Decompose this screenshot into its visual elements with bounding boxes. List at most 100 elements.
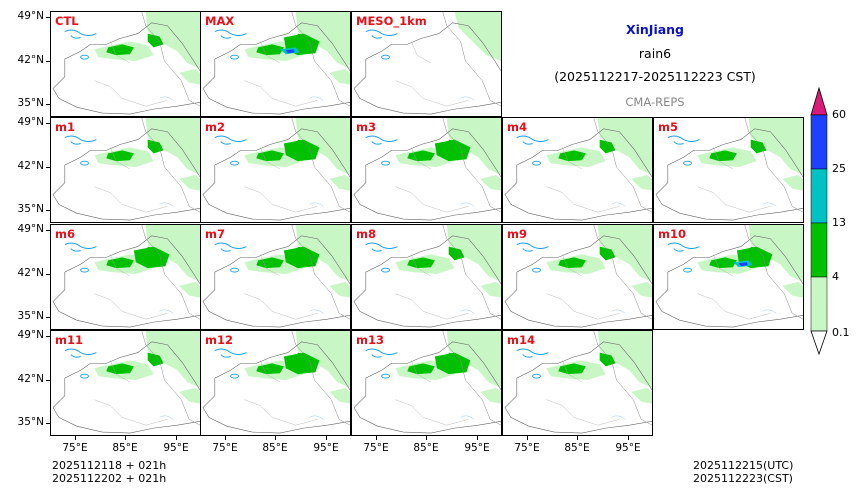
lat-tick [46,17,50,18]
system-title: CMA-REPS [625,95,685,109]
rain-moderate-area [558,363,586,375]
lake [365,135,398,145]
province-border [546,147,620,213]
rain-light-area [145,331,200,388]
lat-tick [46,104,50,105]
lake [80,373,89,379]
rain-moderate-area [133,246,170,269]
panel-label: m12 [205,333,233,347]
province-border [94,147,168,213]
panel-label: m10 [658,227,686,241]
rain-moderate-area [750,139,767,154]
rain-light-area [295,12,350,69]
region-border [202,235,350,302]
region-border [504,128,652,195]
panel-label: m6 [55,227,75,241]
colorbar-label-60: 60 [832,108,846,121]
region-border [52,22,200,89]
river [309,96,324,101]
rain-moderate-area [709,150,737,162]
lake [64,242,97,252]
lon-label: 75°E [514,442,540,454]
colorbar-label-25: 25 [832,162,846,175]
region-border [52,301,200,328]
panel-meso-1km: MESO_1km [351,11,502,117]
rain-light-area [748,118,803,175]
map-canvas [202,331,350,434]
rain-moderate-area [283,139,320,162]
rain-moderate-area [558,150,586,162]
rain-moderate-area [106,363,134,375]
river [762,309,777,314]
region-border [202,301,350,328]
rain-moderate-area [448,246,465,261]
panel-label: m3 [356,120,376,134]
province-border [291,225,350,320]
lat-label: 42°N [17,373,44,385]
region-border [52,194,200,221]
rain-moderate-area [407,150,435,162]
rain-light-area [295,225,350,282]
region-border [504,407,652,434]
river [159,96,174,101]
region-border [655,235,803,302]
region-border [655,128,803,195]
province-border [395,41,469,107]
lake [532,267,541,273]
province-border [141,118,200,213]
region-border [655,194,803,221]
map-canvas [655,118,803,221]
lon-tick [577,436,578,440]
map-canvas [52,118,200,221]
province-border [546,254,620,320]
rain-very-heavy-area [738,262,748,267]
region-border [353,341,501,408]
lake [516,348,549,358]
province-border [697,254,771,320]
panel-label: MESO_1km [356,14,427,28]
province-border [442,12,501,107]
lake [365,29,398,39]
colorbar-label-0.1: 0.1 [832,326,850,339]
province-border [94,360,168,426]
province-border [291,331,350,426]
lake [64,135,97,145]
lat-tick [46,274,50,275]
rain-light-area [179,174,200,191]
lat-tick [46,336,50,337]
lon-label: 95°E [615,442,641,454]
map-canvas [353,118,501,221]
rain-light-area [748,225,803,282]
lon-tick [326,436,327,440]
lat-label: 49°N [17,116,44,128]
region-border [504,301,652,328]
province-border [141,225,200,320]
province-border [395,254,469,320]
region-border [52,407,200,434]
lake [381,160,390,166]
rain-moderate-area [709,257,737,269]
rain-moderate-area [558,257,586,269]
panel-label: m11 [55,333,83,347]
colorbar [810,86,828,356]
region-border [202,22,350,89]
panel-label: m7 [205,227,225,241]
variable-title: rain6 [638,46,672,61]
rain-moderate-area [256,44,284,56]
lon-label: 85°E [413,442,439,454]
rain-light-area [782,281,803,298]
panel-m11: m11 [50,330,201,436]
province-border [244,147,318,213]
rain-moderate-area [256,363,284,375]
colorbar-segment-13-25 [810,168,828,224]
map-canvas [52,331,200,434]
region-border [504,194,652,221]
colorbar-label-13: 13 [832,216,846,229]
river [460,415,475,420]
region-border [202,128,350,195]
lon-label: 95°E [464,442,490,454]
rain-light-area [597,331,652,388]
panel-m4: m4 [502,117,653,223]
province-border [593,331,652,426]
map-canvas [353,225,501,328]
